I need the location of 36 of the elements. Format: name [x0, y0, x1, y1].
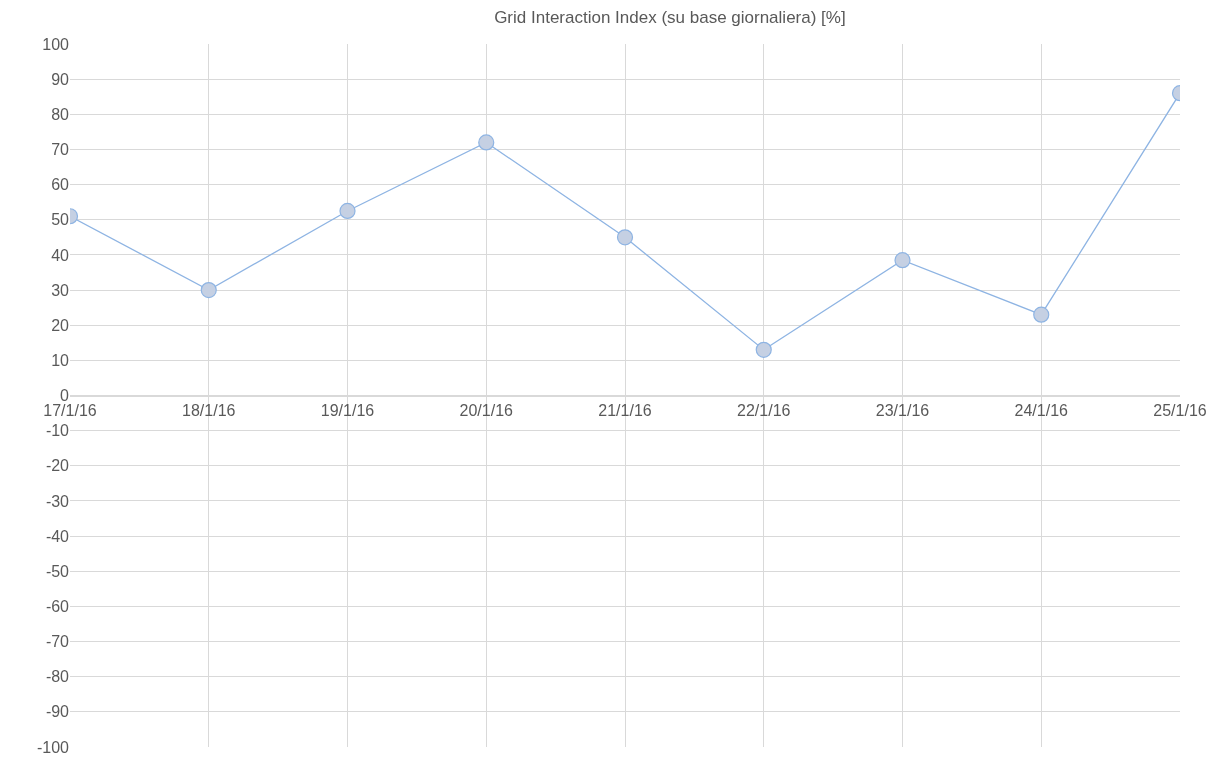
point — [616, 229, 634, 246]
x-tick-label: 20/1/16 — [459, 401, 514, 419]
y-tick-label: -30 — [45, 492, 70, 510]
y-tick-label: -80 — [45, 668, 70, 686]
y-tick-label: 50 — [51, 211, 70, 229]
point — [339, 202, 356, 220]
y-tick-label: -60 — [45, 598, 70, 615]
y-tick-label: -100 — [36, 738, 70, 756]
chart-title: Grid Interaction Index (su base giornaliera) [%] — [494, 8, 846, 28]
x-tick-label: 24/1/16 — [1014, 401, 1069, 419]
y-tick-label: 10 — [51, 351, 70, 369]
x-tick-label: 21/1/16 — [598, 401, 652, 419]
y-tick-label: 30 — [51, 281, 70, 299]
y-tick-label: 20 — [51, 316, 70, 334]
x-tick-label: 18/1/16 — [182, 401, 236, 419]
x-tick-label: 22/1/16 — [737, 401, 791, 419]
x-tick-label: 25/1/16 — [1153, 401, 1207, 419]
point — [894, 252, 911, 269]
y-tick-label: -50 — [45, 562, 70, 580]
x-tick-label: 19/1/16 — [320, 401, 375, 419]
point — [755, 341, 772, 358]
point — [478, 134, 495, 151]
y-tick-label: 70 — [51, 141, 70, 159]
y-tick-label: -40 — [45, 527, 70, 545]
y-tick-label: -10 — [45, 422, 70, 440]
y-tick-label: -20 — [45, 457, 70, 475]
y-tick-label: 100 — [42, 35, 70, 53]
y-tick-label: 90 — [51, 70, 70, 88]
y-tick-label: 80 — [51, 105, 70, 123]
y-tick-label: 60 — [51, 176, 70, 194]
y-tick-label: -90 — [45, 703, 70, 721]
point — [200, 281, 217, 299]
y-tick-label: 40 — [51, 246, 70, 264]
point — [1033, 306, 1050, 323]
x-tick-label: 23/1/16 — [875, 401, 930, 419]
y-tick-label: -70 — [45, 633, 70, 651]
